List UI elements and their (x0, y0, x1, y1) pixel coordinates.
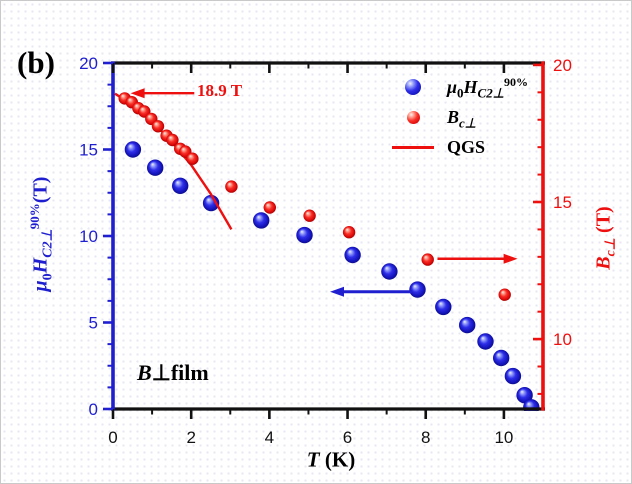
x-tick-label: 6 (343, 428, 352, 447)
blue-sphere-icon (405, 79, 421, 95)
x-axis-unit: (K) (319, 447, 356, 472)
annotation-18-9-tesla: 18.9 T (197, 81, 243, 100)
left-axis-unit: (T) (29, 176, 52, 204)
data-point-blue (124, 141, 142, 158)
legend-B: B (447, 106, 460, 127)
data-point-red (225, 180, 238, 193)
left-axis-pointer-arrow-head (330, 286, 344, 297)
H-subscript: C2⊥ (40, 229, 56, 258)
data-point-red (303, 209, 316, 222)
data-point-blue (381, 263, 398, 280)
x-tick-label: 8 (421, 428, 430, 447)
legend-item-h-c2: μ0HC2⊥90% (391, 72, 528, 102)
left-axis-title: μ0HC2⊥90%(T) (26, 176, 56, 292)
B-subscript: c⊥ (603, 237, 619, 257)
data-point-blue (253, 212, 270, 229)
plot-data-layer (114, 92, 540, 411)
left-tick-label: 15 (79, 141, 98, 160)
panel-label: (b) (17, 45, 55, 80)
left-tick-label: 5 (89, 314, 98, 333)
mu-symbol: μ (29, 280, 52, 292)
legend-mu-sub: 0 (457, 85, 464, 101)
data-point-red (421, 253, 434, 266)
right-tick-label: 15 (553, 193, 572, 212)
ninety-percent-superscript: 90% (26, 203, 42, 230)
data-point-blue (147, 159, 164, 176)
data-point-blue (435, 298, 452, 316)
data-point-blue (459, 316, 476, 334)
data-point-red (263, 201, 276, 214)
data-point-blue (409, 281, 426, 298)
legend-label-b-c: Bc⊥ (435, 106, 477, 131)
x-axis-title: T (K) (307, 448, 355, 473)
data-point-red (498, 288, 511, 301)
right-axis-unit: (T) (592, 206, 615, 238)
legend-marker-cell (391, 110, 435, 124)
legend-H: H (463, 76, 478, 97)
legend-H-sub: C2⊥ (477, 85, 505, 101)
right-axis-title: Bc⊥ (T) (592, 206, 619, 270)
data-point-blue (296, 226, 313, 244)
legend-B-sub: c⊥ (459, 115, 477, 131)
right-axis-pointer-arrow-head (503, 253, 518, 264)
sample-label-b: B (137, 360, 152, 385)
data-point-blue (172, 177, 189, 194)
data-point-red (151, 120, 165, 133)
H-symbol: H (29, 257, 52, 274)
data-point-blue (493, 349, 510, 367)
data-point-red (186, 152, 199, 165)
x-tick-label: 4 (265, 428, 274, 447)
red-sphere-icon (406, 110, 420, 124)
legend-item-qgs: QGS (391, 132, 528, 162)
legend-90-sup: 90% (504, 74, 529, 89)
sample-label-film: film (170, 360, 209, 385)
legend-marker-cell (391, 79, 435, 95)
data-point-blue (504, 367, 522, 385)
plot-annotation-layer (130, 88, 518, 297)
plot-frame-layer: 0 2 4 6 8 10 0 5 10 15 20 10 15 20 (79, 54, 572, 447)
x-tick-label: 2 (186, 428, 195, 447)
arrow-18-9t-head (130, 88, 145, 99)
legend-marker-cell (391, 145, 435, 149)
left-tick-label: 20 (79, 54, 98, 73)
data-point-red (166, 133, 179, 147)
left-tick-label: 10 (79, 227, 98, 246)
data-point-blue (344, 246, 361, 264)
perpendicular-symbol: ⊥ (151, 360, 171, 385)
legend-label-qgs: QGS (447, 136, 486, 157)
sample-orientation-label: B⊥film (137, 360, 209, 386)
B-symbol: B (592, 256, 615, 270)
legend-mu: μ (447, 76, 458, 97)
data-point-red (342, 226, 356, 239)
legend-label-h-c2: μ0HC2⊥90% (435, 74, 529, 101)
right-tick-label: 10 (553, 330, 572, 349)
legend-item-b-c: Bc⊥ (391, 102, 528, 132)
left-tick-label: 0 (89, 400, 98, 419)
data-point-blue (202, 194, 220, 212)
mu-subscript: 0 (40, 273, 56, 281)
legend: μ0HC2⊥90% Bc⊥ QGS (391, 72, 528, 162)
data-point-blue (477, 333, 494, 350)
T-symbol: T (306, 447, 320, 472)
x-tick-label: 10 (494, 428, 513, 447)
right-tick-label: 20 (553, 56, 572, 75)
data-point-blue (516, 387, 533, 404)
red-line-icon (392, 145, 434, 149)
x-tick-label: 0 (108, 428, 117, 447)
data-point-blue (523, 399, 540, 411)
